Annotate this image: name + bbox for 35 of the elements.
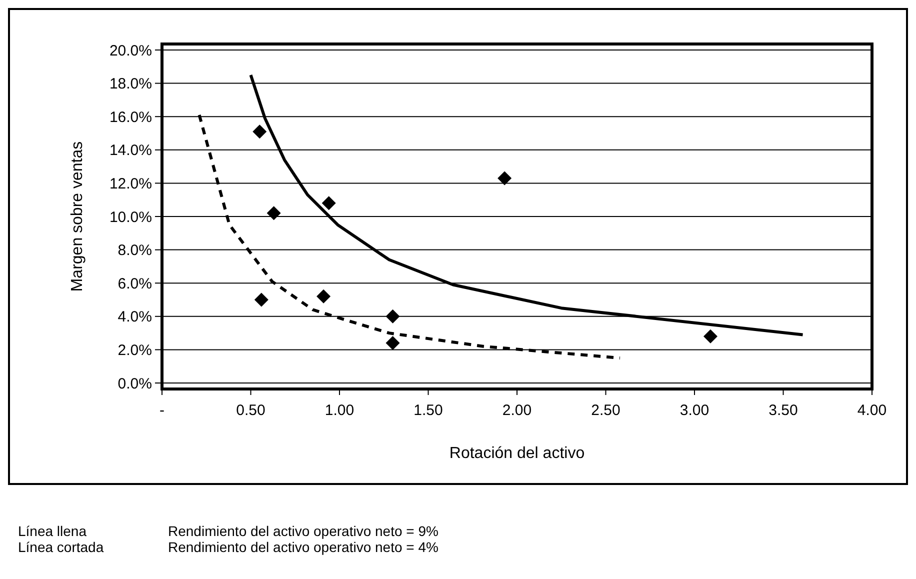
y-tick-label: 18.0% (109, 76, 152, 93)
y-tick-label: 2.0% (118, 342, 152, 359)
y-tick-label: 8.0% (118, 242, 152, 260)
text: Línea cortada (18, 539, 104, 555)
y-tick-label: 14.0% (109, 142, 152, 160)
x-tick-label: 1.00 (324, 402, 354, 419)
x-tick-label: 2.50 (591, 402, 620, 419)
y-tick-label: 0.0% (118, 375, 152, 392)
point (386, 336, 400, 350)
point (703, 329, 718, 344)
y-axis-title: Margen sobre ventas (69, 141, 86, 292)
text: Línea llena (18, 523, 87, 539)
point (322, 196, 336, 210)
y-tick-label: 10.0% (109, 208, 152, 226)
x-tick-label: 4.00 (857, 402, 887, 419)
x-tick-label: 1.50 (414, 402, 443, 419)
x-tick-label: - (160, 402, 164, 419)
point (252, 124, 267, 139)
point (498, 171, 512, 186)
text: Rendimiento del activo operativo neto = 4% (168, 539, 438, 555)
y-tick-label: 12.0% (109, 175, 152, 192)
x-tick-label: 2.00 (502, 402, 532, 419)
point (266, 206, 281, 220)
x-axis-title: Rotación del activo (449, 445, 585, 462)
x-tick-label: 3.00 (680, 402, 710, 419)
text: Rendimiento del activo operativo neto = 9% (168, 523, 438, 539)
y-tick-label: 16.0% (109, 108, 152, 126)
point (316, 289, 331, 304)
x-tick-label: 3.50 (768, 402, 798, 419)
y-tick-label: 6.0% (118, 275, 152, 292)
y-tick-label: 20.0% (109, 42, 152, 60)
x-tick-label: 0.50 (236, 402, 266, 419)
point (386, 309, 400, 324)
y-tick-label: 4.0% (118, 308, 152, 326)
point (254, 292, 268, 307)
